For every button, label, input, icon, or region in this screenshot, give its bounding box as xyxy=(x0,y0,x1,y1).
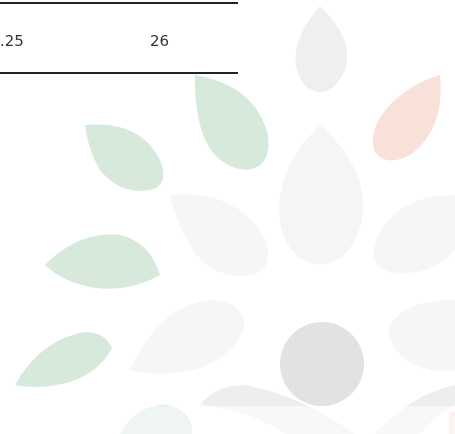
leaf xyxy=(388,300,455,371)
leaf xyxy=(45,234,160,288)
table-cell: .25 xyxy=(0,31,24,51)
leaf xyxy=(85,124,163,190)
leaf xyxy=(170,195,268,276)
leaf xyxy=(296,6,348,92)
leaf xyxy=(374,195,455,273)
footer-fade xyxy=(0,406,455,434)
leaf xyxy=(195,75,269,170)
leaf xyxy=(130,300,245,374)
logo-head xyxy=(280,322,364,406)
table: .25 26 xyxy=(0,2,238,74)
page: .25 26 xyxy=(0,0,455,434)
leaf xyxy=(15,332,112,387)
leaf xyxy=(279,125,363,265)
leaf xyxy=(373,75,441,160)
table-cell: 26 xyxy=(150,31,169,51)
